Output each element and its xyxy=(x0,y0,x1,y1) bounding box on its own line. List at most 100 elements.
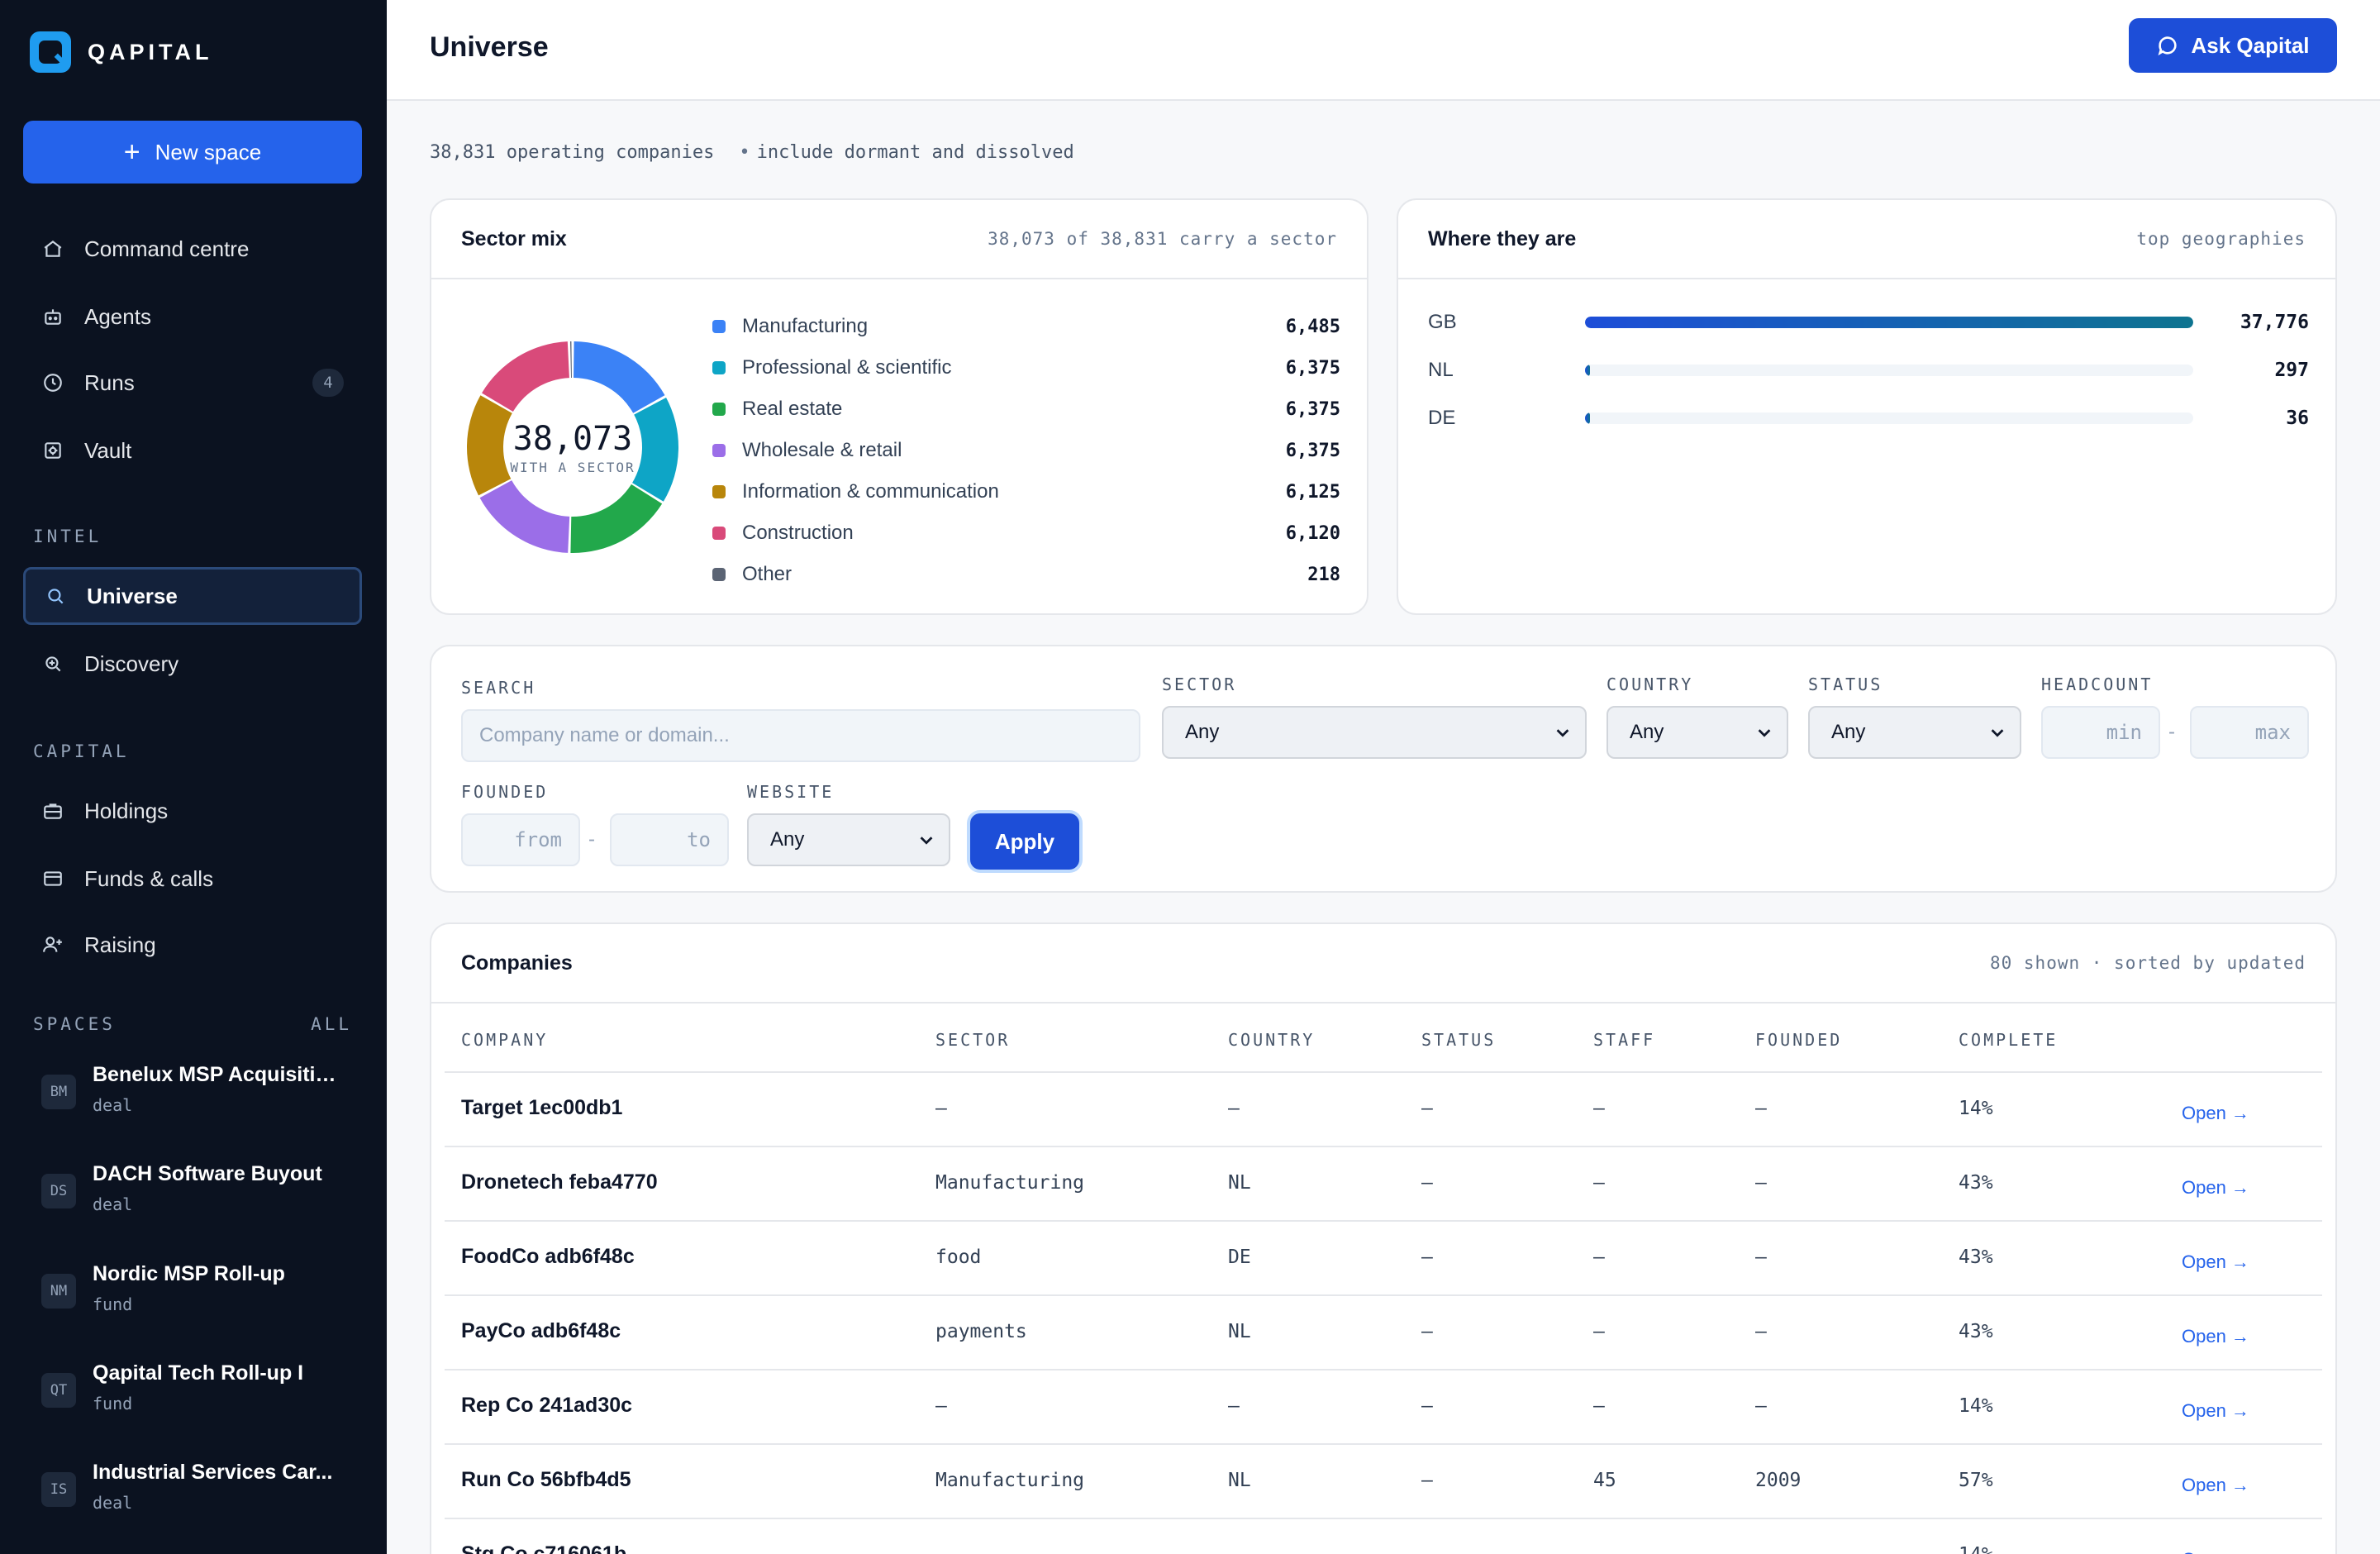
geo-row: NL 297 xyxy=(1428,354,2309,387)
card-title: Sector mix xyxy=(461,226,567,250)
company-name[interactable]: Stg Co c716061b xyxy=(461,1542,627,1554)
status-select[interactable]: Any xyxy=(1808,706,2021,759)
column-header-staff[interactable]: STAFF xyxy=(1593,1030,1656,1050)
geo-bar-fill xyxy=(1585,317,2193,328)
open-link[interactable]: Open → xyxy=(2182,1177,2249,1198)
space-item[interactable]: NM Nordic MSP Roll-up fund xyxy=(23,1262,362,1345)
nav-label: Discovery xyxy=(84,651,179,676)
nav-item-discovery[interactable]: Discovery xyxy=(23,635,362,693)
apply-button[interactable]: Apply xyxy=(970,813,1079,870)
company-staff: – xyxy=(1593,1321,1605,1342)
founded-to-input[interactable]: to xyxy=(610,813,729,866)
donut-slice-information-communication[interactable] xyxy=(467,395,512,496)
table-row[interactable]: FoodCo adb6f48c food DE – – – 43% Open → xyxy=(445,1222,2322,1296)
donut-slice-wholesale-retail[interactable] xyxy=(479,480,570,553)
space-item[interactable]: QT Qapital Tech Roll-up I fund xyxy=(23,1361,362,1444)
legend-value: 6,485 xyxy=(1285,316,1340,337)
company-name[interactable]: Dronetech feba4770 xyxy=(461,1170,658,1194)
ask-qapital-button[interactable]: Ask Qapital xyxy=(2129,18,2337,73)
open-link[interactable]: Open → xyxy=(2182,1326,2249,1347)
table-row[interactable]: Run Co 56bfb4d5 Manufacturing NL – 45 20… xyxy=(445,1445,2322,1519)
legend-label: Information & communication xyxy=(742,480,999,503)
company-name[interactable]: PayCo adb6f48c xyxy=(461,1319,621,1342)
company-complete: 14% xyxy=(1959,1098,1993,1119)
status-select-value: Any xyxy=(1831,721,1866,743)
new-space-button[interactable]: + New space xyxy=(23,121,362,184)
company-name[interactable]: Run Co 56bfb4d5 xyxy=(461,1468,631,1491)
donut-slice-construction[interactable] xyxy=(482,341,569,412)
table-row[interactable]: PayCo adb6f48c payments NL – – – 43% Ope… xyxy=(445,1296,2322,1370)
company-name[interactable]: Rep Co 241ad30c xyxy=(461,1394,633,1417)
donut-slice-manufacturing[interactable] xyxy=(574,341,665,413)
space-item[interactable]: IS Industrial Services Car... deal xyxy=(23,1461,362,1543)
open-link[interactable]: Open → xyxy=(2182,1475,2249,1495)
column-header-founded[interactable]: FOUNDED xyxy=(1755,1030,1843,1050)
sector-select[interactable]: Any xyxy=(1162,706,1587,759)
table-row[interactable]: Stg Co c716061b – – – – – 14% Open → xyxy=(445,1519,2322,1554)
legend-label: Real estate xyxy=(742,398,843,420)
geo-value: 297 xyxy=(2274,360,2309,381)
country-select[interactable]: Any xyxy=(1606,706,1788,759)
company-country: DE xyxy=(1228,1247,1251,1268)
nav-item-universe[interactable]: Universe xyxy=(23,567,362,625)
space-name: Benelux MSP Acquisition xyxy=(93,1063,340,1086)
geo-name: NL xyxy=(1428,359,1454,381)
headcount-max-input[interactable]: max xyxy=(2190,706,2309,759)
space-item[interactable]: DS DACH Software Buyout deal xyxy=(23,1162,362,1245)
space-item[interactable]: BM Benelux MSP Acquisition deal xyxy=(23,1063,362,1146)
company-name[interactable]: Target 1ec00db1 xyxy=(461,1096,623,1119)
nav-item-agents[interactable]: Agents xyxy=(23,288,362,346)
legend-item: Construction 6,120 xyxy=(712,512,1340,554)
column-header-company[interactable]: COMPANY xyxy=(461,1030,549,1050)
nav-item-runs[interactable]: Runs 4 xyxy=(23,354,362,412)
home-icon xyxy=(41,237,64,260)
open-link[interactable]: Open → xyxy=(2182,1549,2249,1554)
nav-item-command-centre[interactable]: Command centre xyxy=(23,220,362,278)
company-name[interactable]: FoodCo adb6f48c xyxy=(461,1245,635,1268)
nav-label: Agents xyxy=(84,303,151,329)
donut-slice-other[interactable] xyxy=(569,341,572,379)
nav-item-funds-calls[interactable]: Funds & calls xyxy=(23,850,362,908)
chevron-down-icon xyxy=(920,837,933,845)
table-row[interactable]: Dronetech feba4770 Manufacturing NL – – … xyxy=(445,1147,2322,1222)
briefcase-icon xyxy=(41,799,64,822)
company-country: – xyxy=(1228,1098,1240,1119)
geo-row: GB 37,776 xyxy=(1428,306,2309,339)
nav-item-raising[interactable]: Raising xyxy=(23,916,362,974)
nav-item-vault[interactable]: Vault xyxy=(23,422,362,479)
table-row[interactable]: Target 1ec00db1 – – – – – 14% Open → xyxy=(445,1073,2322,1147)
nav-item-holdings[interactable]: Holdings xyxy=(23,782,362,840)
spaces-all-link[interactable]: ALL xyxy=(311,1014,352,1034)
table-row[interactable]: Rep Co 241ad30c – – – – – 14% Open → xyxy=(445,1370,2322,1445)
geo-bar-track xyxy=(1585,412,2193,424)
headcount-min-input[interactable]: min xyxy=(2041,706,2160,759)
brand[interactable]: QAPITAL xyxy=(30,31,213,73)
legend-value: 6,375 xyxy=(1285,440,1340,461)
column-header-status[interactable]: STATUS xyxy=(1421,1030,1497,1050)
founded-from-input[interactable]: from xyxy=(461,813,580,866)
include-dormant-toggle[interactable]: include dormant and dissolved xyxy=(756,142,1074,163)
company-sector: payments xyxy=(935,1321,1027,1342)
company-status: – xyxy=(1421,1470,1433,1491)
plus-icon: + xyxy=(123,136,140,168)
donut-slice-professional-scientific[interactable] xyxy=(632,397,678,502)
column-header-sector[interactable]: SECTOR xyxy=(935,1030,1011,1050)
company-founded: 2009 xyxy=(1755,1470,1802,1491)
open-link[interactable]: Open → xyxy=(2182,1103,2249,1123)
open-link[interactable]: Open → xyxy=(2182,1400,2249,1421)
column-header-complete[interactable]: COMPLETE xyxy=(1959,1030,2059,1050)
company-sector: Manufacturing xyxy=(935,1470,1085,1491)
nav-label: Command centre xyxy=(84,236,250,261)
open-link[interactable]: Open → xyxy=(2182,1251,2249,1272)
company-complete: 14% xyxy=(1959,1395,1993,1417)
company-sector: food xyxy=(935,1247,982,1268)
space-badge: DS xyxy=(41,1174,76,1208)
search-input[interactable]: Company name or domain... xyxy=(461,709,1140,762)
brand-name: QAPITAL xyxy=(88,39,213,64)
website-select[interactable]: Any xyxy=(747,813,950,866)
donut-slice-real-estate[interactable] xyxy=(570,484,663,553)
column-header-country[interactable]: COUNTRY xyxy=(1228,1030,1316,1050)
card-title: Where they are xyxy=(1428,226,1577,250)
company-status: – xyxy=(1421,1247,1433,1268)
headcount-label: HEADCOUNT xyxy=(2041,675,2154,694)
